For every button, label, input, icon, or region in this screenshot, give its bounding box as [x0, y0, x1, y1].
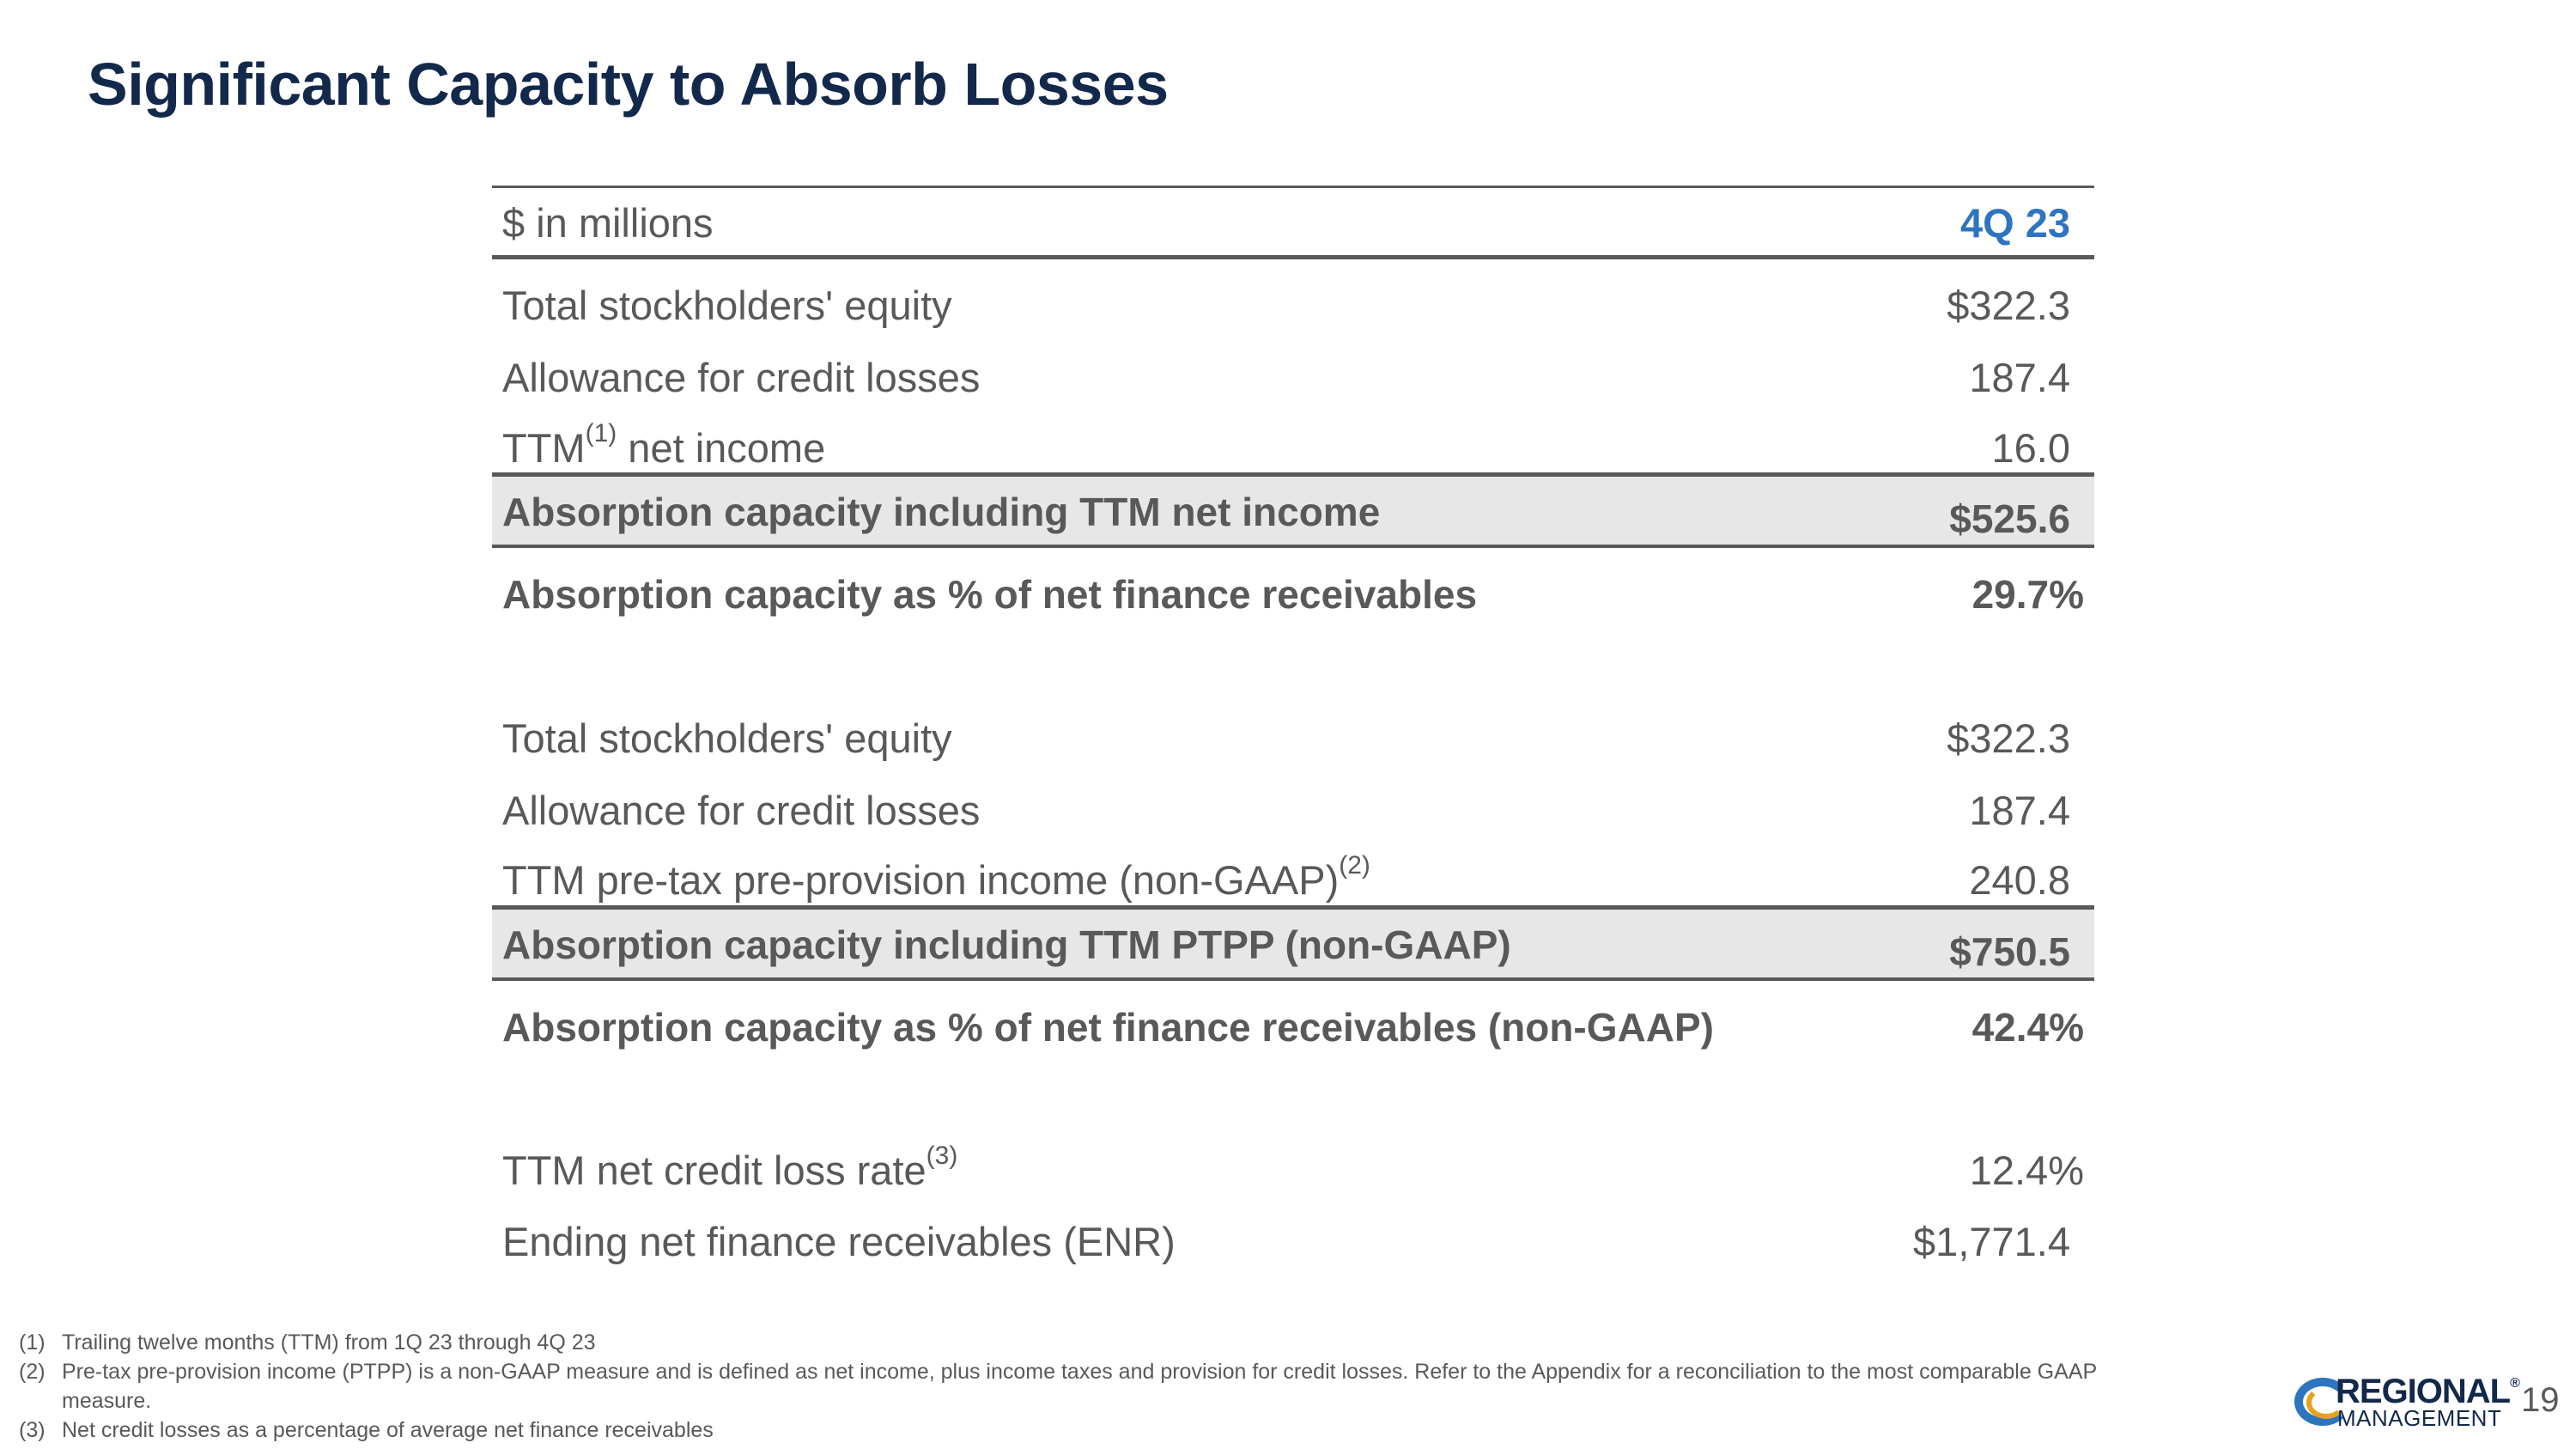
total-row: Absorption capacity including TTM PTPP (… [502, 922, 2070, 974]
footnotes: (1) Trailing twelve months (TTM) from 1Q… [19, 1328, 2105, 1445]
header-bottom-rule [492, 255, 2094, 259]
table-row: TTM pre-tax pre-provision income (non-GA… [502, 851, 2070, 904]
logo-swoosh-icon [2294, 1378, 2351, 1426]
total-top-rule-2 [492, 905, 2094, 910]
page-number: 19 [2521, 1381, 2560, 1419]
logo-swoosh-accent-icon [2306, 1386, 2346, 1419]
units-label: $ in millions [502, 200, 714, 246]
total-bottom-rule-2 [492, 977, 2094, 981]
regional-management-logo: REGIONAL® MANAGEMENT [2294, 1373, 2520, 1431]
period-header: 4Q 23 [1959, 200, 2070, 246]
total-band-2 [492, 908, 2094, 979]
table-row: TTM(1) net income 16.0 [502, 419, 2070, 472]
percent-row: Absorption capacity as % of net finance … [502, 572, 2084, 617]
table-row: Total stockholders' equity $322.3 [502, 715, 2070, 761]
table-row: Allowance for credit losses 187.4 [502, 788, 2070, 833]
footnote: (2) Pre-tax pre-provision income (PTPP) … [19, 1360, 2097, 1413]
table-row: Ending net finance receivables (ENR) $1,… [502, 1219, 2070, 1264]
footnote: (3) Net credit losses as a percentage of… [19, 1418, 714, 1442]
percent-row: Absorption capacity as % of net finance … [502, 1005, 2084, 1050]
total-band-1 [492, 475, 2094, 546]
page-title: Significant Capacity to Absorb Losses [88, 51, 1169, 118]
total-row: Absorption capacity including TTM net in… [502, 490, 2070, 541]
table-top-rule [492, 186, 2094, 188]
table-row: Total stockholders' equity $322.3 [502, 283, 2070, 328]
table-row: Allowance for credit losses 187.4 [502, 355, 2070, 400]
table-row: TTM net credit loss rate(3) 12.4% [502, 1142, 2084, 1194]
total-bottom-rule-1 [492, 545, 2094, 548]
footnote-ref: (2) [1339, 851, 1370, 880]
footnote-ref: (1) [585, 419, 617, 447]
footnote-ref: (3) [926, 1142, 958, 1170]
footnote: (1) Trailing twelve months (TTM) from 1Q… [19, 1330, 596, 1355]
total-top-rule-1 [492, 472, 2094, 477]
table-header-row: $ in millions 4Q 23 [492, 193, 2094, 253]
